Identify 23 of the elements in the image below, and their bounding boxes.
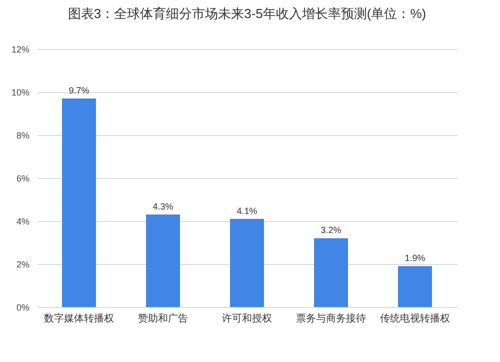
x-tick-label: 许可和授权 [222,312,272,324]
y-tick-label: 10% [11,88,30,98]
y-tick-label: 6% [16,174,30,184]
y-tick-label: 0% [16,302,30,312]
bar [314,238,348,307]
x-tick-label: 数字媒体转播权 [44,312,114,324]
x-tick-label: 赞助和广告 [138,312,188,324]
bar [146,214,180,307]
data-label: 4.3% [152,202,174,212]
x-tick-label: 传统电视转播权 [380,312,450,324]
x-tick-label: 票务与商务接待 [296,312,366,324]
bar [230,218,264,307]
y-tick-label: 4% [16,216,30,226]
bar [62,98,96,307]
bar [398,266,432,307]
data-label: 1.9% [404,253,426,264]
data-label: 9.7% [68,85,90,96]
data-label: 3.2% [320,225,342,236]
y-tick-label: 8% [16,130,30,140]
y-tick-label: 12% [11,44,30,54]
y-tick-label: 2% [16,260,30,270]
data-label: 4.1% [236,206,258,216]
chart-title: 图表3：全球体育细分市场未来3-5年收入增长率预测(单位：%) [68,6,426,21]
